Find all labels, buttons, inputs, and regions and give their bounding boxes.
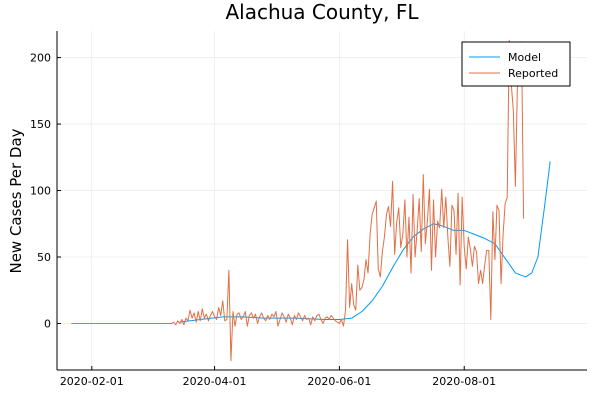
y-tick-label: 100 [30, 185, 51, 198]
series-line-reported [71, 39, 525, 362]
y-tick-label: 200 [30, 52, 51, 65]
series-line-model [179, 161, 551, 323]
legend: Model Reported [461, 41, 571, 87]
x-tick-label: 2020-04-01 [183, 375, 247, 388]
tick-labels: 0 50 100 150 200 2020-02-01 2020-04-01 2020-06-… [30, 52, 496, 388]
axes [56, 31, 587, 371]
x-tick-label: 2020-06-01 [307, 375, 371, 388]
series-lines [71, 39, 551, 362]
x-tick-label: 2020-02-01 [60, 375, 124, 388]
y-tick-label: 150 [30, 118, 51, 131]
y-axis-label: New Cases Per Day [7, 128, 25, 273]
x-tick-label: 2020-08-01 [432, 375, 496, 388]
legend-label-reported: Reported [508, 67, 558, 80]
legend-label-model: Model [508, 51, 541, 64]
y-tick-label: 0 [44, 317, 51, 330]
grid [57, 31, 587, 370]
legend-box [461, 41, 571, 87]
y-tick-label: 50 [37, 251, 51, 264]
chart-title: Alachua County, FL [225, 0, 419, 24]
